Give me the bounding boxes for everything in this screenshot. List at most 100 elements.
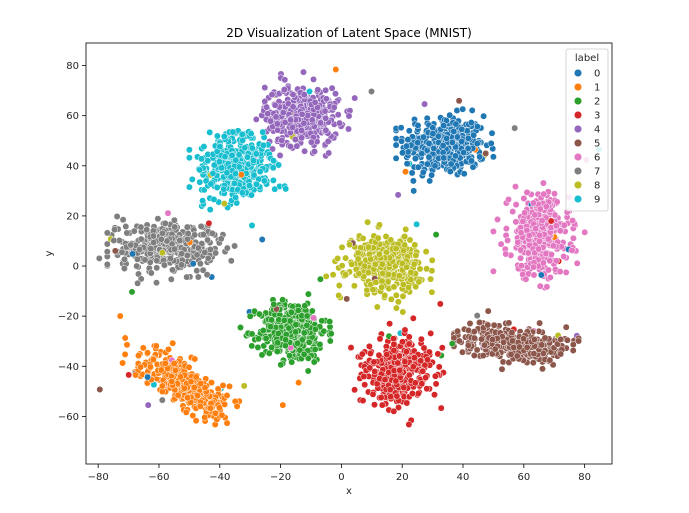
data-point-label-7 (199, 231, 207, 239)
data-point-label-0 (399, 149, 406, 157)
data-point-label-6 (519, 217, 527, 225)
data-point-label-4 (330, 103, 338, 111)
data-point-label-3 (424, 356, 432, 364)
data-point-label-0 (446, 168, 454, 175)
data-point-label-8 (422, 248, 430, 256)
data-point-label-9 (244, 153, 251, 161)
data-point-label-4 (261, 84, 269, 92)
data-point-label-7 (161, 219, 169, 227)
data-point-label-4 (321, 107, 329, 115)
data-point-label-8 (381, 292, 389, 299)
data-point-label-8 (402, 225, 410, 233)
data-point-label-7 (127, 241, 135, 249)
data-point-label-2 (282, 336, 290, 344)
data-point-label-8 (329, 271, 337, 279)
data-point-label-6 (504, 236, 512, 244)
data-point-label-8 (158, 249, 166, 257)
data-point-label-1 (181, 384, 188, 392)
data-point-label-0 (408, 169, 416, 177)
data-point-label-2 (265, 349, 273, 357)
data-point-label-9 (232, 193, 240, 201)
data-point-label-2 (267, 323, 274, 331)
data-point-label-0 (423, 160, 431, 168)
data-point-label-0 (428, 171, 436, 179)
data-point-label-8 (334, 255, 342, 262)
data-point-label-8 (372, 278, 380, 286)
data-point-label-0 (460, 170, 468, 178)
data-point-label-5 (490, 321, 498, 329)
data-point-label-5 (569, 347, 577, 354)
data-point-label-9 (218, 164, 226, 172)
data-point-label-5 (539, 365, 546, 373)
data-point-label-6 (546, 257, 554, 265)
data-point-label-7 (171, 245, 179, 253)
data-point-label-6 (512, 183, 519, 191)
data-point-label-7 (153, 279, 160, 287)
data-point-label-1 (158, 382, 166, 390)
data-point-label-8 (373, 303, 381, 311)
data-point-label-3 (387, 393, 395, 401)
data-point-label-3 (434, 350, 442, 358)
data-point-label-1 (119, 359, 127, 367)
x-tick-label: −20 (270, 472, 291, 483)
data-point-label-5 (473, 346, 481, 354)
data-point-label-6 (524, 249, 532, 257)
data-point-label-3 (418, 380, 426, 388)
data-point-label-8 (375, 250, 383, 258)
data-point-label-9 (196, 178, 204, 186)
data-point-label-3 (422, 374, 430, 382)
data-point-label-6 (549, 242, 557, 250)
data-point-label-8 (378, 283, 386, 291)
data-point-label-7 (147, 269, 155, 277)
x-axis-ticks: −80 −60 −40 −20 0 20 40 60 80 (88, 464, 591, 483)
data-point-label-5 (478, 335, 486, 343)
data-point-label-9 (247, 130, 255, 138)
data-point-label-6 (536, 231, 544, 239)
data-point-label-8 (415, 278, 423, 286)
legend-label-0: 0 (594, 69, 600, 80)
data-point-label-6 (547, 251, 555, 258)
data-point-label-6 (581, 228, 589, 236)
data-point-label-3 (431, 372, 439, 380)
data-point-label-7 (158, 396, 166, 404)
data-point-label-1 (184, 394, 191, 402)
data-point-label-1 (161, 360, 169, 367)
x-tick-label: −60 (148, 472, 169, 483)
legend-marker-9 (573, 194, 583, 204)
data-point-label-8 (427, 275, 435, 283)
legend-label-4: 4 (594, 125, 600, 136)
data-point-label-1 (174, 391, 182, 399)
data-point-label-0 (409, 177, 417, 185)
data-point-label-2 (237, 324, 244, 331)
data-point-label-5 (466, 320, 474, 327)
legend-box (565, 48, 609, 212)
data-point-label-1 (157, 366, 165, 374)
data-point-label-0 (489, 153, 497, 161)
data-point-label-9 (253, 180, 261, 188)
data-point-label-8 (379, 269, 387, 277)
data-point-label-6 (494, 216, 501, 223)
data-point-label-8 (428, 256, 436, 264)
y-tick-label: 40 (66, 161, 79, 172)
data-point-label-2 (285, 324, 293, 332)
data-point-label-4 (298, 110, 306, 118)
legend-label-8: 8 (594, 181, 600, 192)
data-point-label-8 (359, 234, 367, 242)
data-point-label-0 (446, 111, 454, 119)
data-point-label-7 (134, 279, 142, 287)
data-point-label-3 (417, 357, 425, 365)
legend-marker-1 (573, 82, 583, 92)
data-point-label-6 (517, 254, 525, 262)
data-point-label-9 (235, 163, 243, 171)
data-point-label-5 (481, 341, 488, 349)
data-point-label-9 (260, 141, 267, 149)
data-point-label-8 (365, 243, 372, 251)
data-point-label-5 (563, 336, 571, 344)
x-axis-label: x (346, 486, 352, 497)
data-point-label-3 (437, 404, 445, 412)
data-point-label-4 (325, 149, 333, 157)
legend-label-9: 9 (594, 195, 600, 206)
data-point-label-0 (392, 141, 400, 149)
data-point-label-4 (394, 191, 402, 199)
data-point-label-9 (252, 150, 260, 158)
